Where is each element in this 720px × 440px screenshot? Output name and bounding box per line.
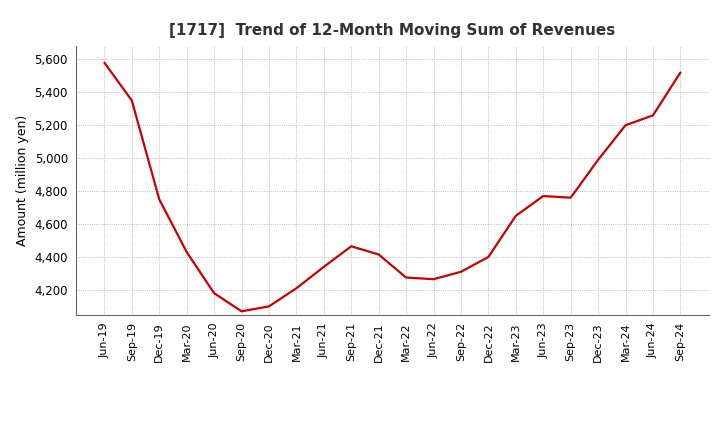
Title: [1717]  Trend of 12-Month Moving Sum of Revenues: [1717] Trend of 12-Month Moving Sum of R… [169, 23, 616, 38]
Y-axis label: Amount (million yen): Amount (million yen) [16, 115, 29, 246]
